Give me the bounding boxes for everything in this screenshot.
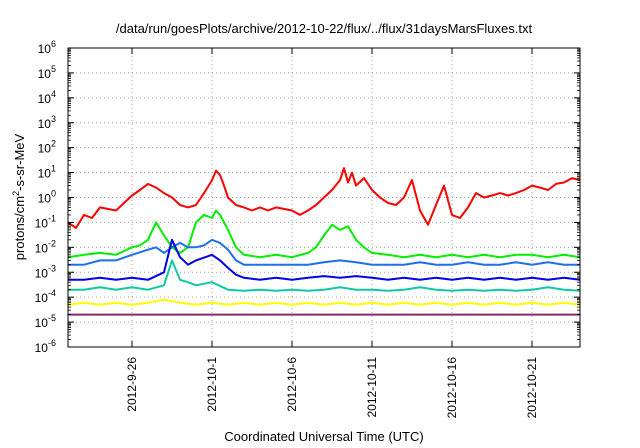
x-axis: 2012-9-26 2012-10-1 2012-10-6 2012-10-11 201… bbox=[125, 48, 539, 418]
y-axis: 10-6 10-5 10-4 10-3 10-2 10-1 100 101 102 103 104 1… bbox=[35, 39, 580, 355]
y-tick-label: 106 bbox=[38, 39, 56, 56]
x-tick-label: 2012-10-1 bbox=[205, 357, 219, 412]
y-tick-label: 104 bbox=[38, 89, 56, 106]
chart-title: /data/run/goesPlots/archive/2012-10-22/f… bbox=[116, 21, 533, 36]
x-tick-label: 2012-10-6 bbox=[285, 357, 299, 412]
x-tick-label: 2012-9-26 bbox=[125, 357, 139, 412]
x-tick-label: 2012-10-11 bbox=[365, 357, 379, 418]
x-tick-label: 2012-10-21 bbox=[525, 357, 539, 419]
series-line-1 bbox=[67, 167, 581, 229]
series-line-6 bbox=[67, 298, 581, 306]
y-tick-label: 103 bbox=[38, 114, 56, 131]
y-tick-label: 101 bbox=[38, 164, 56, 181]
series-line-5 bbox=[68, 259, 581, 292]
y-tick-label: 10-5 bbox=[35, 313, 56, 330]
y-tick-label: 100 bbox=[38, 189, 56, 206]
y-tick-label: 105 bbox=[38, 64, 56, 81]
y-tick-label: 10-6 bbox=[35, 338, 56, 355]
y-tick-label: 10-2 bbox=[35, 238, 56, 255]
y-axis-label: protons/cm2-s-sr-MeV bbox=[11, 133, 27, 260]
y-tick-label: 10-3 bbox=[35, 263, 56, 280]
series-group bbox=[67, 167, 581, 316]
y-tick-label: 10-4 bbox=[35, 288, 56, 305]
series-line-3 bbox=[68, 238, 580, 266]
series-line-4 bbox=[68, 238, 581, 281]
series-line-2 bbox=[67, 209, 581, 259]
y-tick-label: 10-1 bbox=[35, 213, 56, 230]
x-axis-label: Coordinated Universal Time (UTC) bbox=[224, 429, 423, 444]
x-tick-label: 2012-10-16 bbox=[445, 357, 459, 419]
y-tick-label: 102 bbox=[38, 139, 56, 156]
